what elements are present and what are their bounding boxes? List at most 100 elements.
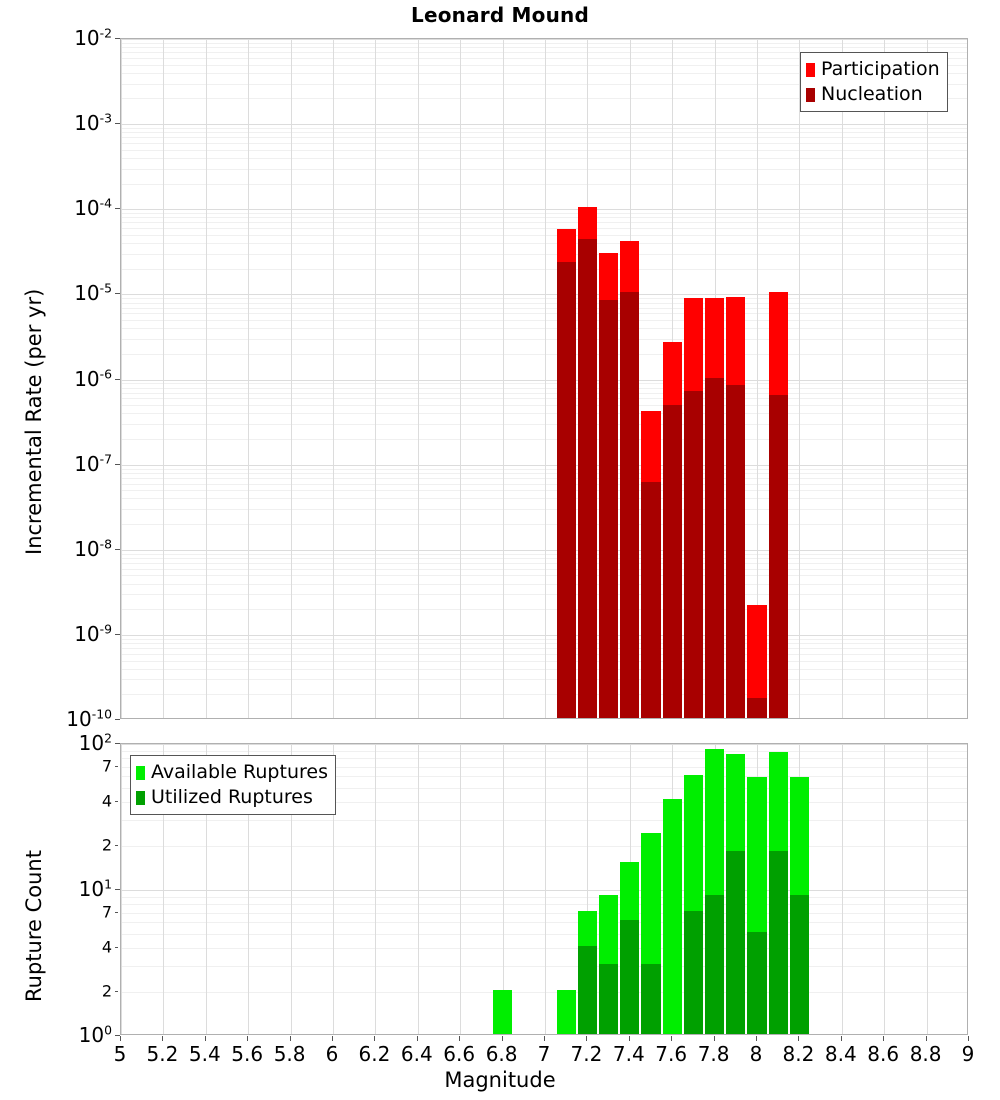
x-axis-tick-mark (247, 1036, 248, 1041)
horizontal-gridline (121, 912, 967, 914)
y-axis-tick-mark (115, 293, 120, 294)
bar-nucleation (705, 378, 725, 718)
y-axis-tick-mark (115, 208, 120, 209)
horizontal-gridline (121, 638, 967, 640)
x-axis-tick-mark (502, 1036, 503, 1041)
y-axis-tick-mark (115, 889, 120, 890)
legend-item[interactable]: Nucleation (806, 82, 940, 107)
horizontal-gridline (121, 398, 967, 400)
vertical-gridline (799, 39, 800, 718)
horizontal-gridline (121, 302, 967, 304)
horizontal-gridline (121, 98, 967, 100)
legend-label: Participation (821, 58, 940, 80)
bar-available-ruptures (662, 798, 682, 1034)
y-axis-tick-label: 7 (101, 902, 112, 922)
horizontal-gridline (121, 213, 967, 215)
vertical-gridline (206, 39, 207, 718)
legend-item[interactable]: Utilized Ruptures (136, 785, 328, 810)
bar-nucleation (577, 239, 597, 718)
x-axis-tick-mark (162, 1036, 163, 1041)
x-axis-tick-label: 5.2 (146, 1042, 179, 1066)
horizontal-gridline (121, 524, 967, 526)
bar-utilized-ruptures (577, 946, 597, 1034)
horizontal-gridline (121, 948, 967, 950)
horizontal-gridline (121, 568, 967, 570)
bar-nucleation (556, 261, 576, 718)
vertical-gridline (927, 744, 928, 1034)
horizontal-gridline (121, 750, 967, 752)
rupture-count-legend: Available Ruptures Utilized Ruptures (130, 755, 336, 815)
horizontal-gridline (121, 83, 967, 85)
y-axis-tick-label: 7 (101, 756, 112, 776)
x-axis-tick-mark (586, 1036, 587, 1041)
x-axis-tick-mark (883, 1036, 884, 1041)
x-axis-tick-mark (417, 1036, 418, 1041)
vertical-gridline (248, 744, 249, 1034)
vertical-gridline (333, 39, 334, 718)
y-axis-tick-mark (115, 912, 118, 913)
x-axis-tick-mark (120, 1036, 121, 1041)
vertical-gridline (545, 39, 546, 718)
x-axis-tick-label: 5.8 (273, 1042, 306, 1066)
horizontal-gridline (121, 64, 967, 66)
y-axis-tick-mark (115, 634, 120, 635)
horizontal-gridline (121, 320, 967, 321)
y-axis-tick-label: 10-10 (66, 706, 112, 731)
horizontal-gridline (121, 890, 967, 891)
x-axis-tick-label: 6.8 (485, 1042, 518, 1066)
vertical-gridline (884, 39, 885, 718)
x-axis-tick-mark (332, 1036, 333, 1041)
bottom-panel-y-axis-label: Rupture Count (22, 850, 46, 1002)
x-axis-tick-label: 9 (961, 1042, 975, 1066)
top-panel-y-axis-label: Incremental Rate (per yr) (22, 288, 46, 555)
x-axis-tick-mark (926, 1036, 927, 1041)
x-axis-tick-label: 6.2 (358, 1042, 391, 1066)
vertical-gridline (291, 39, 292, 718)
x-axis-tick-mark (459, 1036, 460, 1041)
horizontal-gridline (121, 57, 967, 59)
horizontal-gridline (121, 294, 967, 296)
vertical-gridline (375, 39, 376, 718)
horizontal-gridline (121, 149, 967, 151)
vertical-gridline (121, 744, 122, 1034)
horizontal-gridline (121, 387, 967, 389)
rupture-count-plot-area (120, 743, 968, 1035)
vertical-gridline (884, 744, 885, 1034)
horizontal-gridline (121, 904, 967, 906)
x-axis-tick-mark (671, 1036, 672, 1041)
horizontal-gridline (121, 253, 967, 255)
horizontal-gridline (121, 557, 967, 559)
y-axis-tick-label: 2 (101, 981, 112, 1001)
bar-nucleation (726, 384, 746, 718)
legend-item[interactable]: Available Ruptures (136, 760, 328, 785)
horizontal-gridline (121, 766, 967, 768)
incremental-rate-legend: Participation Nucleation (800, 52, 948, 112)
horizontal-gridline (121, 820, 967, 822)
y-axis-tick-label: 101 (78, 876, 112, 901)
bar-nucleation (768, 395, 788, 718)
bar-nucleation (620, 292, 640, 718)
horizontal-gridline (121, 609, 967, 611)
x-axis-tick-label: 6 (325, 1042, 339, 1066)
incremental-rate-plot-area (120, 38, 968, 719)
legend-label: Nucleation (821, 83, 923, 105)
x-axis-tick-label: 6.6 (443, 1042, 476, 1066)
horizontal-gridline (121, 353, 967, 355)
y-axis-tick-label: 100 (78, 1022, 112, 1047)
horizontal-gridline (121, 328, 967, 330)
x-axis-tick-label: 8.4 (824, 1042, 857, 1066)
bar-nucleation (683, 391, 703, 718)
horizontal-gridline (121, 405, 967, 407)
horizontal-gridline (121, 653, 967, 655)
x-axis-tick-mark (629, 1036, 630, 1041)
x-axis-tick-mark (205, 1036, 206, 1041)
y-axis-tick-label: 10-5 (74, 280, 112, 306)
legend-label: Available Ruptures (151, 761, 328, 783)
legend-item[interactable]: Participation (806, 57, 940, 82)
bar-nucleation (747, 698, 767, 718)
horizontal-gridline (121, 562, 967, 564)
x-axis-tick-mark (798, 1036, 799, 1041)
horizontal-gridline (121, 643, 967, 645)
horizontal-gridline (121, 922, 967, 924)
